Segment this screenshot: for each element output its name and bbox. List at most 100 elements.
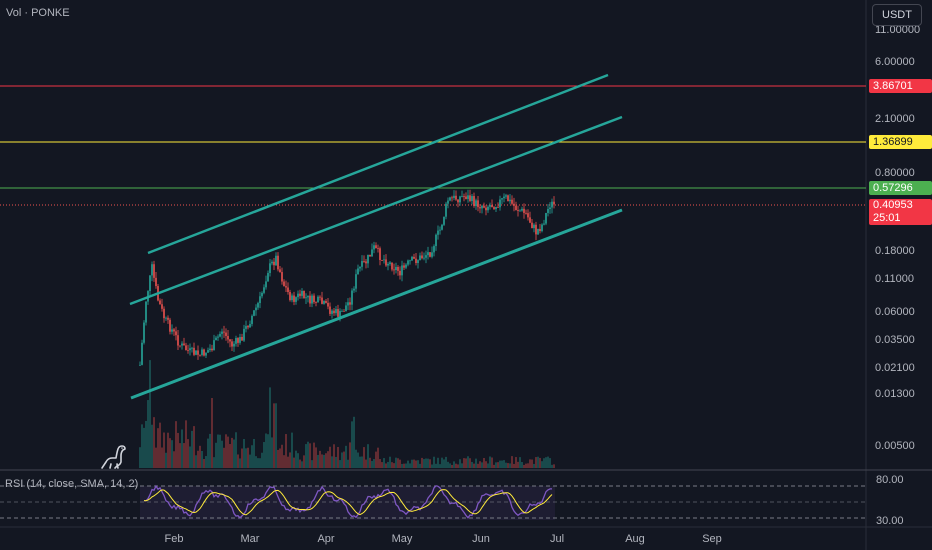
volume-bar <box>499 460 501 468</box>
volume-bar <box>409 463 411 468</box>
candle-body <box>189 348 191 351</box>
volume-bar <box>143 427 145 468</box>
candle-body <box>457 199 459 203</box>
volume-bar <box>253 438 255 468</box>
candle-body <box>325 301 327 303</box>
volume-bar <box>139 447 141 468</box>
candle-body <box>167 317 169 320</box>
candle-body <box>291 295 293 301</box>
volume-bar <box>403 463 405 468</box>
volume-bar <box>371 460 373 468</box>
candle-body <box>293 295 295 302</box>
volume-bar <box>161 447 163 468</box>
candle-body <box>415 258 417 264</box>
channel-top-line[interactable] <box>147 73 609 255</box>
rsi-indicator-label[interactable]: RSI (14, close, SMA, 14, 2) <box>5 478 139 490</box>
volume-bar <box>153 417 155 468</box>
candle-body <box>227 335 229 340</box>
candle-body <box>343 310 345 312</box>
volume-bar <box>401 463 403 468</box>
volume-bar <box>183 443 185 468</box>
candle-body <box>163 308 165 319</box>
volume-bar <box>385 463 387 468</box>
candle-body <box>321 297 323 304</box>
candle-body <box>411 256 413 261</box>
volume-bar <box>475 458 477 468</box>
price-tick: 2.10000 <box>875 113 915 125</box>
candle-body <box>379 248 381 260</box>
volume-bar <box>185 420 187 468</box>
candle-body <box>473 196 475 207</box>
volume-bar <box>149 360 151 468</box>
candle-body <box>333 310 335 314</box>
price-tick: 11.00000 <box>875 24 920 36</box>
candle-body <box>403 265 405 268</box>
channel-middle-line[interactable] <box>129 115 623 306</box>
candle-body <box>247 326 249 328</box>
candle-body <box>241 337 243 341</box>
candle-body <box>213 340 215 351</box>
tradingview-dino-icon[interactable] <box>100 444 128 470</box>
candle-body <box>385 259 387 266</box>
volume-bar <box>329 446 331 468</box>
candle-body <box>475 200 477 207</box>
candle-body <box>455 195 457 200</box>
candle-body <box>307 295 309 298</box>
candle-body <box>267 273 269 282</box>
volume-bar <box>155 447 157 468</box>
volume-bar <box>301 461 303 468</box>
price-tick: 0.06000 <box>875 306 915 318</box>
candle-body <box>395 266 397 271</box>
volume-indicator-label[interactable]: Vol · PONKE <box>6 7 70 19</box>
volume-bar <box>479 461 481 468</box>
rsi-line[interactable] <box>143 484 552 519</box>
channel-bottom-line[interactable] <box>130 208 623 400</box>
volume-bar <box>209 433 211 468</box>
candle-body <box>341 310 343 312</box>
time-label: Jul <box>550 533 564 545</box>
volume-bar <box>387 461 389 468</box>
currency-button[interactable]: USDT <box>872 4 922 26</box>
candle-body <box>279 269 281 273</box>
time-label: May <box>392 533 413 545</box>
candle-body <box>199 354 201 356</box>
volume-bar <box>217 434 219 468</box>
candle-body <box>435 234 437 247</box>
candle-body <box>549 207 551 210</box>
volume-bar <box>359 456 361 468</box>
rsi-ma-line[interactable] <box>143 489 553 516</box>
candle-body <box>141 342 143 365</box>
candle-body <box>317 296 319 303</box>
candle-body <box>377 248 379 249</box>
candle-body <box>539 228 541 232</box>
current-price: 0.40953 <box>873 199 913 211</box>
volume-bar <box>481 462 483 468</box>
volume-bar <box>293 457 295 468</box>
volume-bar <box>287 456 289 468</box>
candle-body <box>517 210 519 211</box>
volume-bar <box>525 463 527 468</box>
volume-bar <box>251 445 253 468</box>
volume-bar <box>269 387 271 468</box>
volume-bar <box>315 447 317 468</box>
candle-body <box>259 296 261 304</box>
candlestick-series[interactable] <box>139 189 555 366</box>
volume-bar <box>465 458 467 468</box>
volume-bar <box>255 456 257 468</box>
volume-bar <box>349 442 351 468</box>
time-label: Sep <box>702 533 722 545</box>
volume-bar <box>411 459 413 468</box>
candle-body <box>489 205 491 207</box>
candle-body <box>521 208 523 211</box>
candle-body <box>209 348 211 351</box>
volume-bar <box>237 454 239 468</box>
time-label: Jun <box>472 533 490 545</box>
candle-body <box>495 206 497 210</box>
volume-bar <box>503 460 505 468</box>
volume-bar <box>145 420 147 468</box>
volume-bar <box>169 438 171 468</box>
volume-bar <box>325 453 327 468</box>
candle-body <box>349 302 351 305</box>
volume-bar <box>205 456 207 468</box>
